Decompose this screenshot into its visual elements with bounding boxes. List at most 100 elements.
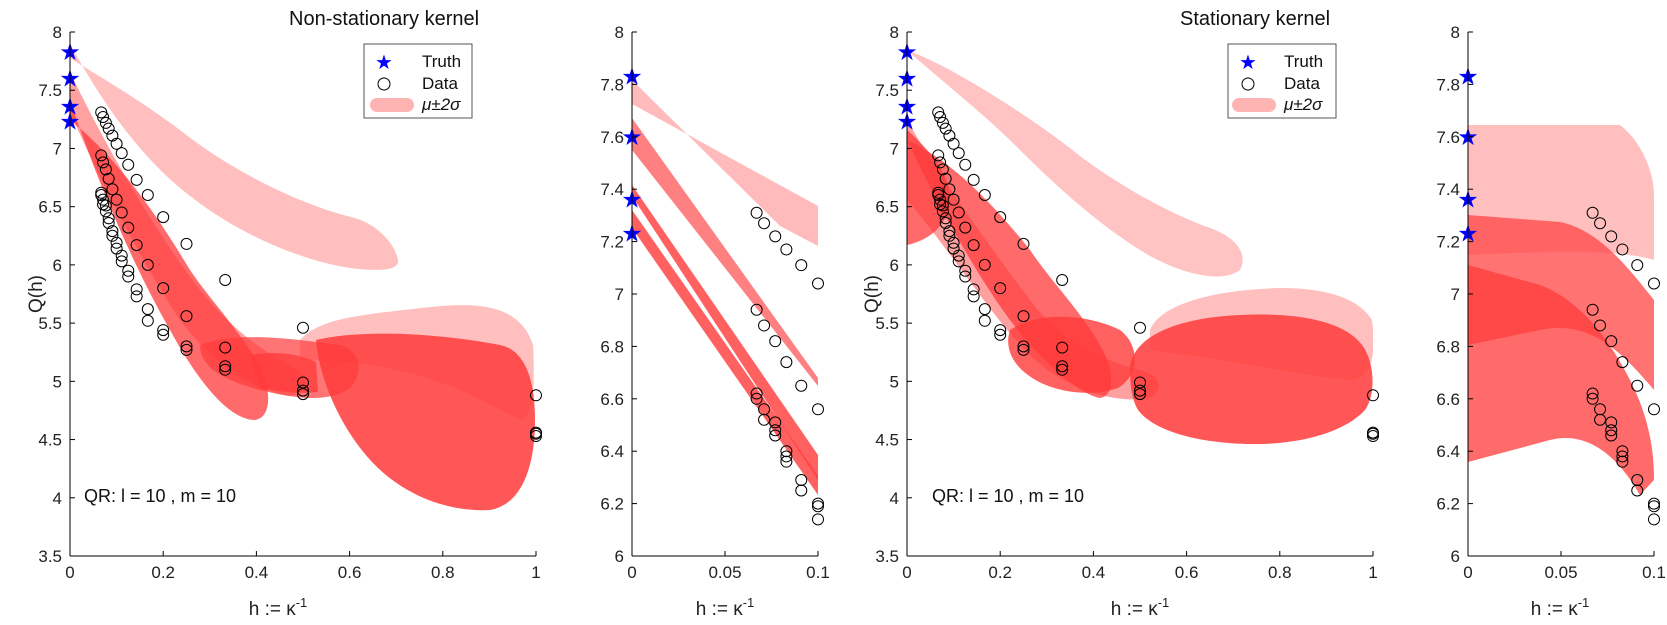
x-tick-label: 0.8 [431,563,455,582]
y-tick-label: 5 [53,372,62,391]
data-point [130,290,143,303]
data-point [297,321,309,334]
data-point [812,500,824,513]
zoom-band-mid [632,118,818,386]
data-point [952,147,965,160]
data-point [795,259,808,272]
data-point [122,158,135,171]
data-point [769,416,782,429]
y-tick-label: 3.5 [38,547,62,566]
x-tick-label: 0.8 [1268,563,1292,582]
data-point [939,172,952,185]
panel3-legend-star-icon: ★ [1239,52,1257,74]
y-tick-label: 4.5 [875,431,899,450]
y-tick-label: 7.4 [1436,180,1460,199]
data-point [1648,497,1660,510]
y-tick-label: 7.5 [38,81,62,100]
y-tick-label: 5.5 [875,314,899,333]
data-point [1605,429,1618,442]
data-point [1017,340,1030,353]
data-point [812,277,824,290]
data-point [812,497,824,510]
data-point [1616,243,1629,256]
data-point [795,474,808,487]
data-point [297,384,309,397]
data-point [106,183,119,196]
y-tick-label: 7 [615,285,624,304]
st-zoom-band-low [1468,265,1654,495]
data-point [141,314,154,327]
data-point [130,173,143,186]
data-point [1134,376,1146,389]
panel3-title: Stationary kernel [1180,8,1330,30]
data-point [750,303,763,316]
data-point [1648,500,1660,513]
panel4-axes: 0 0.05 0.1 6 6.2 6.4 6.6 6.8 7 7.2 7.4 7.6 7.8 8 [1436,23,1665,582]
data-point [297,376,309,389]
data-point [219,363,232,376]
panel4-truth-stars: ★★★★ [1457,64,1479,248]
data-point [943,225,956,238]
data-point [769,335,782,348]
x-tick-label: 0.05 [1544,563,1577,582]
x-tick-label: 0.4 [1082,563,1106,582]
data-point [157,282,170,295]
data-point [750,387,763,400]
data-point [932,149,945,162]
data-point [936,205,949,218]
x-tick-label: 0.2 [151,563,175,582]
data-point [780,445,793,458]
y-tick-label: 6.5 [38,198,62,217]
uncertainty-bands-stationary [907,50,1373,445]
panel2-axes: 0 0.05 0.1 6 6.2 6.4 6.6 6.8 7 7.2 7.4 7.6 7.8 8 [600,23,829,582]
data-point [110,193,123,206]
panel2-xlabel-sup: -1 [743,595,755,610]
y-tick-label: 7.5 [875,81,899,100]
y-tick-label: 6.6 [600,390,624,409]
data-point [750,206,763,219]
data-point [99,116,112,129]
data-point [1605,335,1618,348]
y-tick-label: 6.5 [875,198,899,217]
data-point [106,229,119,242]
panel3-ylabel: Q(h) [862,275,883,313]
panel2-data-points [750,206,824,526]
data-point [1017,343,1030,356]
panel4-data-points [1586,206,1660,526]
data-point [934,111,947,124]
data-point [812,403,824,416]
y-tick-label: 6 [615,547,624,566]
data-point [967,290,980,303]
data-point [102,216,115,229]
panel1-legend: ★ Truth Data μ±2σ [363,43,473,119]
panel1-title: Non-stationary kernel [289,8,479,30]
data-point [939,216,952,229]
st-band-lower-b [1008,316,1135,393]
panel-nonstationary-full: ★★★★ 0 0.2 0.4 0.6 0.8 13.544.555.566.577.58 … [26,8,542,620]
x-tick-label: 0.1 [806,563,830,582]
data-point [947,137,960,150]
data-point [1134,384,1146,397]
y-tick-label: 7.8 [600,75,624,94]
x-tick-label: 1 [1368,563,1377,582]
y-tick-label: 8 [890,23,899,42]
y-tick-label: 6.4 [1436,442,1460,461]
x-tick-label: 0.05 [708,563,741,582]
panel1-xlabel-main: h := κ [249,599,296,620]
data-point [936,116,949,129]
y-tick-label: 7.6 [1436,128,1460,147]
data-point [1631,379,1644,392]
uncertainty-bands-zoom [632,80,818,495]
data-point [180,310,193,323]
band-dark-lobe [316,333,535,511]
panel3-legend-data: Data [1284,74,1320,93]
data-point [978,314,991,327]
data-point [1017,237,1030,250]
data-point [530,430,542,443]
x-tick-label: 0.1 [1642,563,1666,582]
data-point [115,255,128,268]
panel2-xlabel: h := κ-1 [696,595,755,620]
data-point [994,282,1007,295]
y-tick-label: 7.2 [1436,233,1460,252]
data-point [97,198,110,211]
